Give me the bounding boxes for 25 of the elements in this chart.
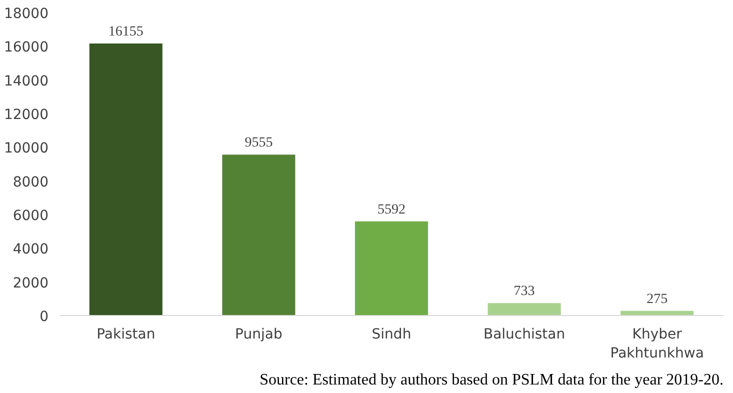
- bar: [488, 303, 561, 316]
- y-tick-label: 14000: [4, 73, 49, 90]
- bar: [222, 154, 296, 316]
- source-note: Source: Estimated by authors based on PSLM data for the year 2019-20.: [260, 372, 724, 388]
- y-tick-label: 8000: [12, 174, 49, 190]
- y-tick-label: 2000: [12, 275, 49, 292]
- x-tick-label: Baluchistan: [483, 326, 566, 342]
- x-tick-label: Punjab: [235, 326, 282, 342]
- data-label: 275: [646, 292, 668, 307]
- y-tick-label: 18000: [4, 6, 49, 22]
- x-tick-label: Sindh: [372, 326, 412, 342]
- y-tick-label: 6000: [12, 208, 49, 224]
- y-tick-label: 4000: [12, 242, 49, 258]
- x-tick-label: Khyber Pakhtunkhwa: [610, 326, 704, 362]
- bar: [89, 44, 162, 316]
- data-label: 733: [514, 284, 535, 300]
- data-label: 9555: [244, 136, 273, 151]
- y-tick-label: 16000: [4, 40, 49, 56]
- y-tick-label: 12000: [4, 107, 49, 123]
- y-tick-label: 10000: [4, 140, 49, 157]
- x-tick-label: Pakistan: [96, 326, 156, 342]
- data-label: 16155: [108, 24, 144, 40]
- y-tick-label: 0: [40, 309, 49, 325]
- data-label: 5592: [378, 202, 406, 218]
- bar: [354, 221, 428, 316]
